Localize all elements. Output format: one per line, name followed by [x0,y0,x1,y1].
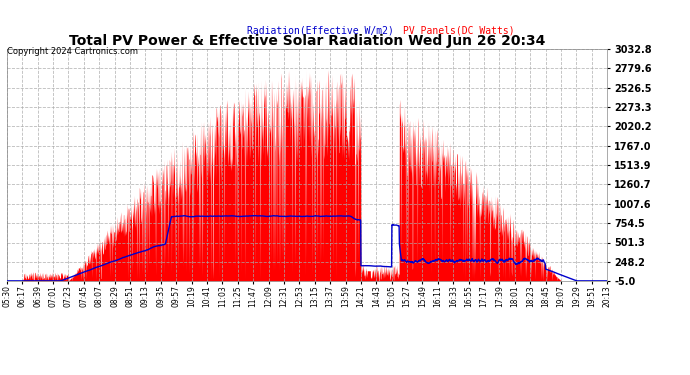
Text: PV Panels(DC Watts): PV Panels(DC Watts) [403,26,515,36]
Title: Total PV Power & Effective Solar Radiation Wed Jun 26 20:34: Total PV Power & Effective Solar Radiati… [69,34,545,48]
Text: Copyright 2024 Cartronics.com: Copyright 2024 Cartronics.com [7,47,138,56]
Text: Radiation(Effective W/m2): Radiation(Effective W/m2) [247,26,394,36]
